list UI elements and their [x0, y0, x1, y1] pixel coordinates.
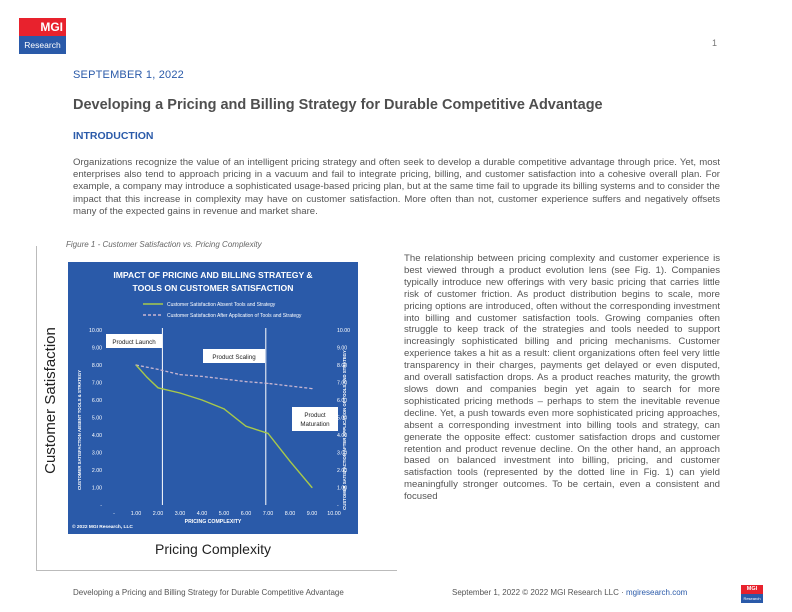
x-tick-label: 9.00 — [307, 511, 318, 517]
point-absent-tools — [289, 460, 291, 462]
figure-y-label-text: Customer Satisfaction — [41, 326, 59, 474]
y-ticks-right: - 1.00 2.00 3.00 4.00 5.00 6.00 7.00 8.00 9.00 10.… — [337, 328, 350, 509]
chart-title-line1: IMPACT OF PRICING AND BILLING STRATEGY & — [113, 270, 312, 280]
legend-label-after: Customer Satisfaction After Application … — [167, 313, 302, 319]
x-tick-label: 3.00 — [175, 511, 186, 517]
x-tick-label: - — [113, 511, 115, 517]
legend-label-absent: Customer Satisfaction Absent Tools and S… — [167, 302, 276, 308]
y-tick-left-label: - — [100, 503, 102, 509]
point-after-tools — [311, 388, 313, 390]
y-tick-left-label: 5.00 — [92, 416, 102, 422]
section-heading: INTRODUCTION — [73, 130, 154, 142]
y-tick-right-label: 2.00 — [337, 468, 347, 474]
logo-top: MGI — [19, 18, 66, 36]
figure-x-label: Pricing Complexity — [155, 541, 271, 557]
x-tick-label: 7.00 — [263, 511, 274, 517]
y-tick-left-label: 4.00 — [92, 433, 102, 439]
logo-bottom: Research — [19, 36, 66, 54]
point-after-tools — [267, 382, 269, 384]
point-absent-tools — [245, 425, 247, 427]
y-tick-left-label: 7.00 — [92, 381, 102, 387]
satisfaction-chart: IMPACT OF PRICING AND BILLING STRATEGY &… — [68, 262, 358, 534]
series-line-absent-tools — [135, 364, 313, 488]
figure-frame — [36, 246, 397, 571]
y-tick-right-label: 3.00 — [337, 451, 347, 457]
point-after-tools — [245, 381, 247, 383]
x-tick-label: 1.00 — [131, 511, 142, 517]
point-absent-tools — [179, 392, 181, 394]
page-number: 1 — [712, 38, 718, 48]
chart-copyright: © 2022 MGI Research, LLC — [72, 523, 133, 530]
footer-website-link[interactable]: mgiresearch.com — [625, 588, 688, 597]
y-tick-left-label: 1.00 — [92, 486, 102, 492]
x-tick-label: 2.00 — [153, 511, 164, 517]
y-tick-right-label: - — [337, 503, 339, 509]
y-tick-right-label: 9.00 — [337, 346, 347, 352]
y-tick-right-label: 10.00 — [337, 328, 350, 334]
x-axis-label: PRICING COMPLEXITY — [185, 519, 242, 525]
x-ticks: - 1.00 2.00 3.00 4.00 5.00 6.00 7.00 8.00 9.00 10.… — [113, 511, 341, 517]
chart-background — [68, 262, 358, 534]
y-tick-right-label: 6.00 — [337, 398, 347, 404]
footer-info: September 1, 2022 © 2022 MGI Research LL… — [452, 588, 687, 597]
y-axis-label-right: CUSTOMER SATISFACTION AFTER APPLICATION … — [342, 350, 347, 510]
x-tick-label: 10.00 — [327, 511, 341, 517]
x-tick-label: 6.00 — [241, 511, 252, 517]
point-absent-tools — [311, 486, 313, 489]
y-tick-right-label: 8.00 — [337, 363, 347, 369]
point-after-tools — [179, 374, 181, 376]
point-absent-tools — [267, 432, 269, 434]
footer-logo: MGI Research — [741, 585, 763, 603]
y-tick-right-label: 7.00 — [337, 381, 347, 387]
y-tick-left-label: 8.00 — [92, 363, 102, 369]
y-tick-left-label: 3.00 — [92, 451, 102, 457]
point-after-tools — [201, 375, 203, 377]
point-absent-tools — [223, 408, 225, 410]
phase-label-launch-text: Product Launch — [112, 339, 156, 346]
point-absent-tools — [146, 376, 148, 378]
phase-label-scaling-text: Product Scaling — [212, 354, 256, 361]
y-tick-left-label: 6.00 — [92, 398, 102, 404]
point-after-tools — [223, 378, 225, 380]
y-tick-right-label: 5.00 — [337, 416, 347, 422]
footer-title: Developing a Pricing and Billing Strateg… — [73, 588, 344, 597]
series-points — [135, 364, 313, 489]
figure-y-label: Customer Satisfaction — [40, 295, 60, 505]
phase-label-maturation: Product Maturation — [292, 407, 338, 431]
y-tick-right-label: 1.00 — [337, 486, 347, 492]
point-after-tools — [289, 385, 291, 387]
x-tick-label: 4.00 — [197, 511, 208, 517]
page-title: Developing a Pricing and Billing Strateg… — [73, 97, 603, 113]
intro-paragraph: Organizations recognize the value of an … — [73, 157, 720, 217]
phase-label-scaling: Product Scaling — [203, 349, 265, 363]
point-after-tools — [157, 368, 159, 370]
point-absent-tools — [201, 399, 203, 401]
y-tick-left-label: 2.00 — [92, 468, 102, 474]
point-absent-tools — [157, 387, 159, 389]
y-ticks-left: - 1.00 2.00 3.00 4.00 5.00 6.00 7.00 8.00 9.00 10.… — [89, 328, 102, 509]
footer-logo-top: MGI — [741, 585, 763, 594]
figure-caption: Figure 1 - Customer Satisfaction vs. Pri… — [66, 240, 262, 249]
chart-title-line2: TOOLS ON CUSTOMER SATISFACTION — [133, 283, 294, 293]
y-tick-left-label: 9.00 — [92, 346, 102, 352]
phase-label-launch: Product Launch — [106, 334, 162, 348]
publication-date: SEPTEMBER 1, 2022 — [73, 69, 185, 81]
footer-date-copyright: September 1, 2022 © 2022 MGI Research LL… — [452, 588, 626, 597]
y-axis-label-left: CUSTOMER SATISFACTION ABSENT TOOLS & STR… — [77, 370, 82, 490]
point-after-tools — [135, 364, 137, 366]
y-tick-right-label: 4.00 — [337, 433, 347, 439]
phase-label-maturation-text-line2: Maturation — [300, 421, 330, 428]
mgi-logo: MGI Research — [19, 18, 66, 54]
x-tick-label: 8.00 — [285, 511, 296, 517]
body-paragraph: The relationship between pricing complex… — [404, 253, 720, 503]
y-tick-left-label: 10.00 — [89, 328, 102, 334]
x-tick-label: 5.00 — [219, 511, 230, 517]
phase-label-maturation-text-line1: Product — [304, 412, 326, 419]
footer-logo-bottom: Research — [741, 594, 763, 603]
